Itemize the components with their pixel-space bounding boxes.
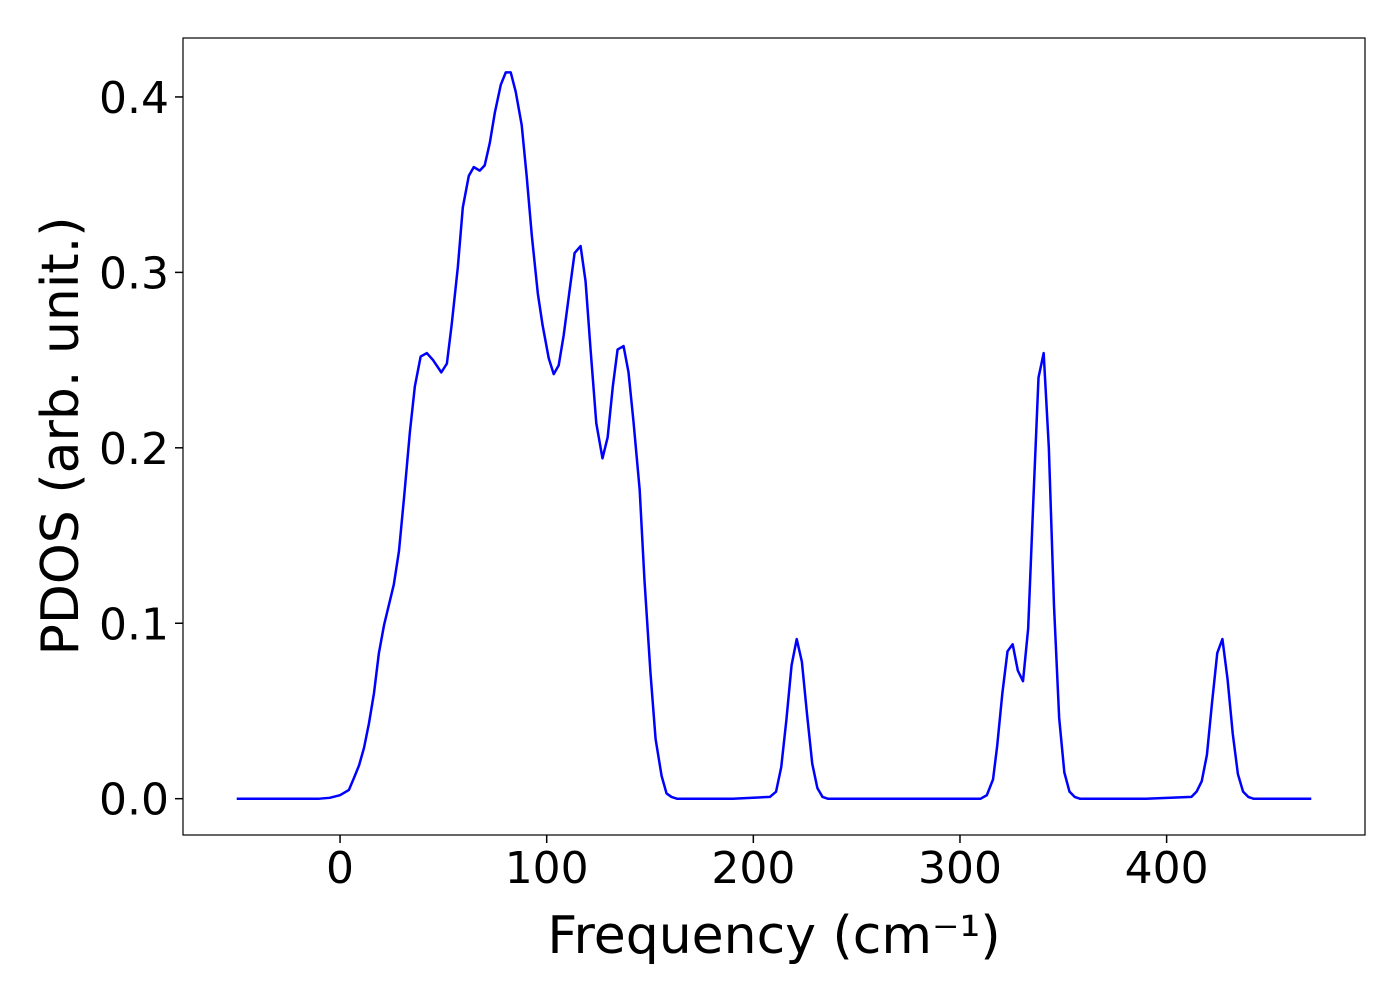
plot-frame — [182, 37, 1366, 836]
data-line — [236, 71, 1312, 800]
x-tick-label: 300 — [918, 843, 1002, 894]
x-axis-label: Frequency (cm⁻¹) — [547, 906, 1000, 966]
y-tick-label: 0.4 — [99, 73, 169, 124]
y-axis-label: PDOS (arb. unit.) — [31, 216, 91, 655]
x-tick-label: 200 — [711, 843, 795, 894]
y-tick-label: 0.1 — [99, 599, 169, 650]
y-tick-label: 0.3 — [99, 248, 169, 299]
x-tick-label: 400 — [1125, 843, 1209, 894]
x-tick-label: 0 — [326, 843, 354, 894]
y-tick-label: 0.0 — [99, 775, 169, 826]
y-tick-label: 0.2 — [99, 424, 169, 475]
x-tick-label: 100 — [505, 843, 589, 894]
